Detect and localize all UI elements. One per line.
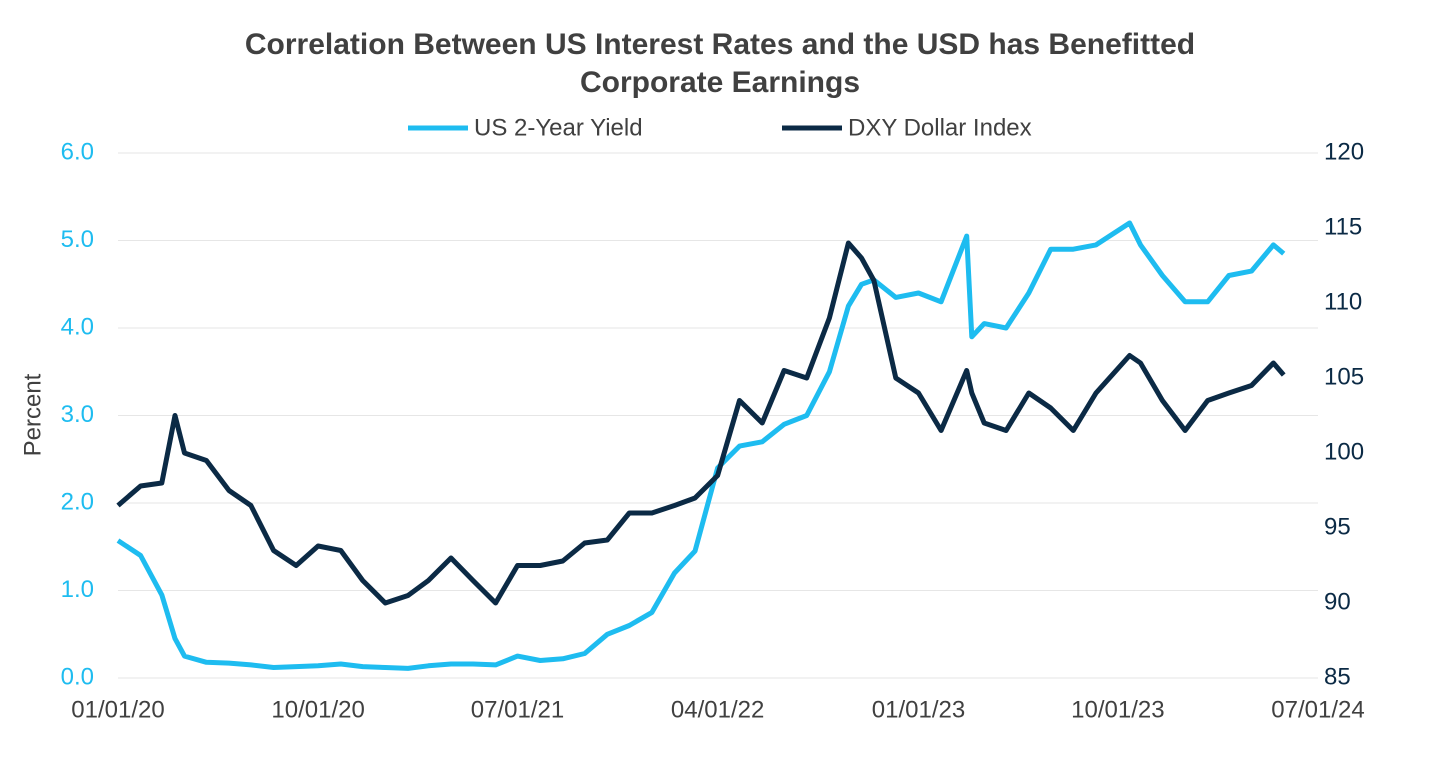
x-tick-label: 01/01/20 — [71, 696, 164, 723]
y2-tick-label: 110 — [1324, 288, 1362, 315]
y-tick-label: 4.0 — [61, 313, 94, 340]
y2-tick-label: 105 — [1324, 363, 1364, 390]
y-tick-label: 0.0 — [61, 663, 94, 690]
x-tick-label: 04/01/22 — [671, 696, 764, 723]
y-tick-label: 6.0 — [61, 138, 94, 165]
series-line — [116, 220, 1286, 671]
x-tick-label: 01/01/23 — [872, 696, 965, 723]
x-tick-label: 10/01/20 — [271, 696, 364, 723]
y-tick-label: 2.0 — [61, 488, 94, 515]
legend-label: US 2-Year Yield — [474, 114, 643, 141]
y2-tick-label: 120 — [1324, 138, 1364, 165]
y-axis-label: Percent — [19, 373, 46, 456]
y2-tick-label: 115 — [1324, 213, 1362, 240]
x-tick-label: 07/01/24 — [1271, 696, 1364, 723]
y2-tick-label: 100 — [1324, 438, 1364, 465]
y-tick-label: 3.0 — [61, 401, 94, 428]
legend-label: DXY Dollar Index — [848, 114, 1032, 141]
series-line — [116, 240, 1286, 606]
chart-title: Correlation Between US Interest Rates an… — [244, 28, 1196, 99]
y2-tick-label: 90 — [1324, 588, 1351, 615]
y-tick-label: 1.0 — [61, 576, 94, 603]
x-tick-label: 07/01/21 — [471, 696, 564, 723]
y2-tick-label: 95 — [1324, 513, 1351, 540]
y2-tick-label: 85 — [1324, 663, 1351, 690]
y-tick-label: 5.0 — [61, 226, 94, 253]
x-tick-label: 10/01/23 — [1071, 696, 1164, 723]
